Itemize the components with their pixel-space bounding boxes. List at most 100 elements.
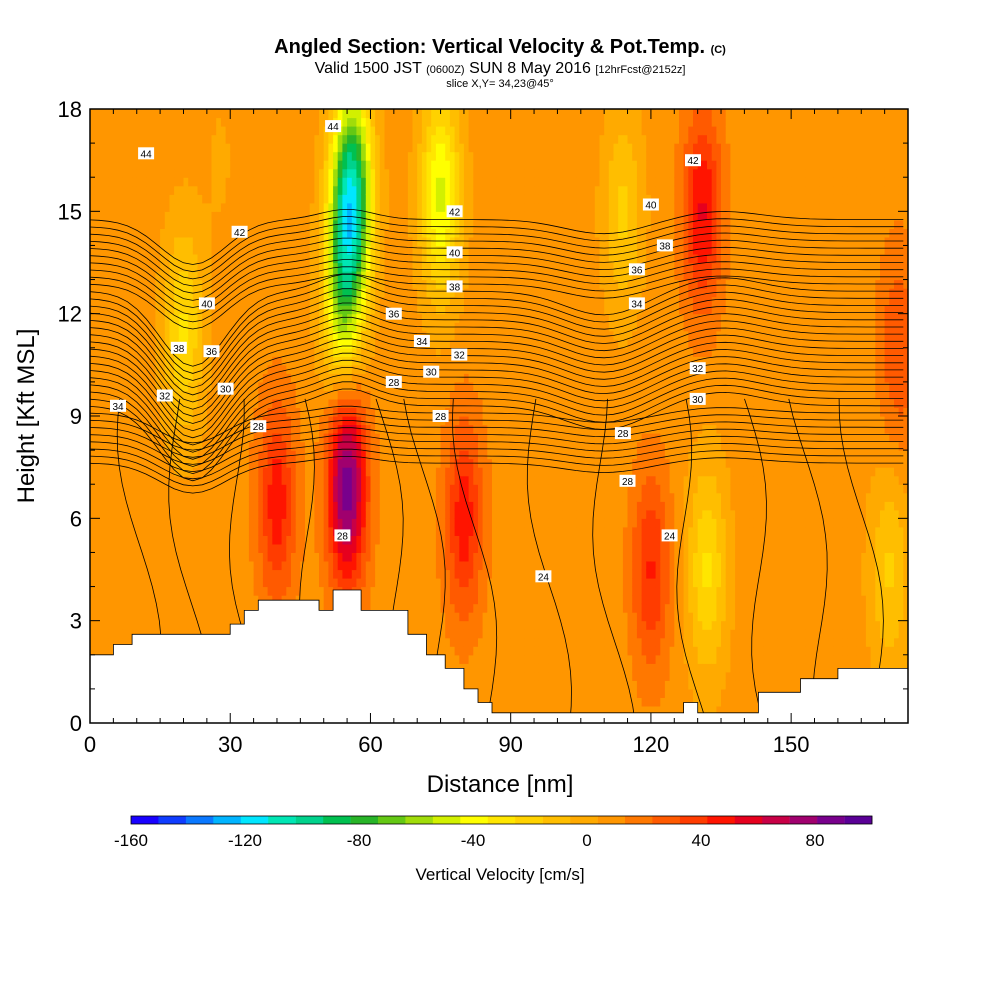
- field-cell: [351, 143, 358, 153]
- field-cell: [286, 424, 292, 434]
- field-cell: [141, 441, 147, 451]
- field-cell: [403, 339, 409, 349]
- field-cell: [164, 143, 171, 153]
- field-cell: [99, 441, 105, 451]
- field-cell: [333, 347, 339, 357]
- field-cell: [295, 595, 301, 605]
- field-cell: [104, 262, 110, 272]
- field-cell: [407, 586, 414, 596]
- field-cell: [169, 185, 175, 195]
- field-cell: [99, 467, 105, 477]
- field-cell: [99, 305, 105, 315]
- field-cell: [94, 211, 100, 221]
- field-cell: [356, 407, 362, 417]
- field-cell: [160, 543, 166, 553]
- field-cell: [122, 569, 128, 579]
- field-cell: [337, 552, 343, 562]
- field-cell: [375, 228, 381, 238]
- field-cell: [188, 185, 194, 195]
- field-cell: [314, 441, 320, 451]
- field-cell: [99, 458, 105, 468]
- field-cell: [370, 151, 376, 161]
- field-cell: [277, 347, 283, 357]
- field-cell: [337, 279, 343, 289]
- field-cell: [183, 620, 189, 630]
- field-cell: [384, 569, 390, 579]
- field-cell: [188, 543, 194, 553]
- field-cell: [267, 390, 273, 400]
- field-cell: [230, 356, 236, 366]
- field-cell: [253, 390, 259, 400]
- field-cell: [384, 603, 390, 613]
- field-cell: [365, 134, 372, 144]
- field-cell: [361, 313, 367, 323]
- field-cell: [146, 305, 152, 315]
- field-cell: [291, 126, 297, 136]
- field-cell: [323, 441, 329, 451]
- field-cell: [234, 185, 241, 195]
- field-cell: [365, 168, 372, 178]
- field-cell: [389, 279, 395, 289]
- field-cell: [365, 126, 372, 136]
- field-cell: [94, 535, 100, 545]
- field-cell: [323, 305, 329, 315]
- field-cell: [291, 117, 297, 127]
- field-cell: [300, 467, 306, 477]
- field-cell: [146, 347, 152, 357]
- field-cell: [267, 475, 273, 485]
- field-cell: [248, 484, 255, 494]
- field-cell: [248, 245, 255, 255]
- field-cell: [150, 501, 157, 511]
- field-cell: [188, 202, 194, 212]
- field-cell: [319, 288, 325, 298]
- field-cell: [155, 245, 161, 255]
- field-cell: [305, 484, 311, 494]
- field-cell: [220, 126, 227, 136]
- field-cell: [118, 151, 124, 161]
- field-cell: [347, 134, 353, 144]
- field-cell: [342, 185, 348, 195]
- field-cell: [379, 296, 386, 306]
- field-cell: [216, 339, 222, 349]
- field-cell: [127, 219, 133, 229]
- field-cell: [169, 543, 175, 553]
- field-cell: [183, 509, 189, 519]
- field-cell: [389, 603, 395, 613]
- field-cell: [220, 518, 227, 528]
- field-cell: [197, 543, 203, 553]
- field-cell: [370, 484, 376, 494]
- field-cell: [127, 126, 133, 136]
- field-cell: [90, 245, 96, 255]
- field-cell: [314, 271, 320, 281]
- field-cell: [253, 475, 259, 485]
- field-cell: [375, 202, 381, 212]
- field-cell: [122, 245, 128, 255]
- field-cell: [202, 202, 208, 212]
- field-cell: [225, 347, 231, 357]
- field-cell: [197, 194, 203, 204]
- field-cell: [220, 168, 227, 178]
- field-cell: [262, 569, 269, 579]
- field-cell: [253, 484, 259, 494]
- field-cell: [155, 219, 161, 229]
- field-cell: [389, 356, 395, 366]
- field-cell: [230, 330, 236, 340]
- field-cell: [281, 433, 287, 443]
- field-cell: [258, 407, 264, 417]
- field-cell: [333, 433, 339, 443]
- field-cell: [141, 211, 147, 221]
- field-cell: [407, 288, 414, 298]
- field-cell: [192, 484, 199, 494]
- field-cell: [370, 117, 376, 127]
- field-cell: [319, 526, 325, 536]
- field-cell: [155, 126, 161, 136]
- field-cell: [379, 518, 386, 528]
- field-cell: [90, 475, 96, 485]
- field-cell: [248, 518, 255, 528]
- field-cell: [104, 381, 110, 391]
- field-cell: [132, 467, 138, 477]
- field-cell: [234, 219, 241, 229]
- field-cell: [309, 484, 315, 494]
- field-cell: [272, 313, 278, 323]
- field-cell: [192, 109, 199, 119]
